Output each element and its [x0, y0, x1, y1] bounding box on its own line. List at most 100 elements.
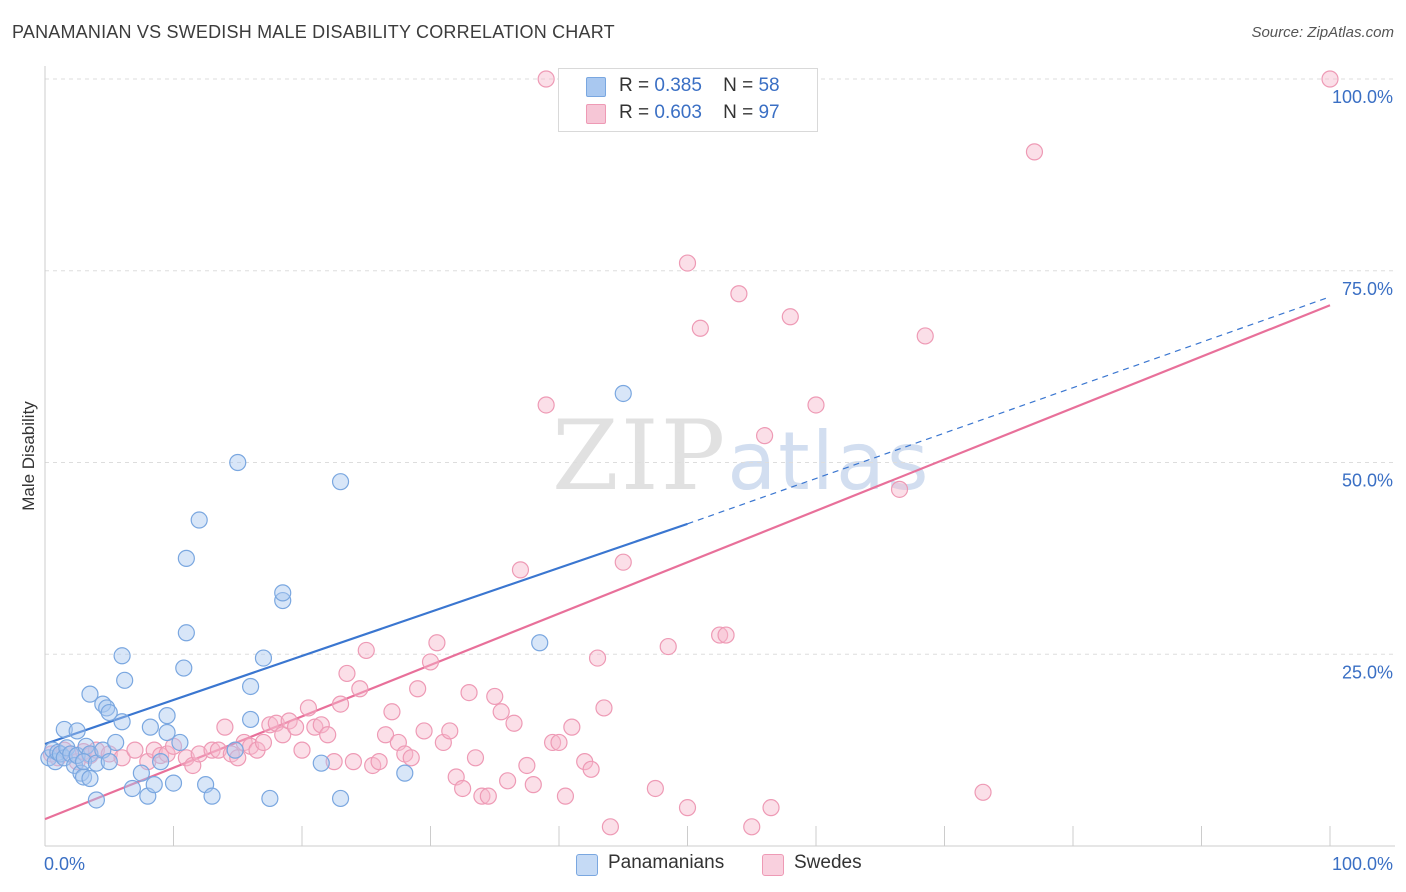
legend-r-label: R = [619, 102, 650, 123]
point-swede [338, 664, 356, 683]
point-swede [678, 254, 697, 272]
point-panamanian [68, 722, 86, 740]
point-panamanian [175, 659, 193, 677]
point-swede [659, 637, 677, 656]
point-panamanian [100, 703, 118, 722]
point-panamanian [242, 710, 260, 729]
trend-line-panamanians [44, 522, 688, 746]
point-swede [550, 733, 568, 752]
legend-swatch-pink [762, 854, 784, 876]
point-panamanian [614, 384, 632, 403]
point-panamanian [123, 779, 141, 798]
point-swede [331, 695, 350, 713]
x-tick-label: 100.0% [1332, 854, 1393, 874]
point-swede [325, 753, 343, 771]
legend-swatch-pink [586, 104, 606, 124]
point-panamanian [177, 624, 195, 642]
point-swede [974, 783, 992, 801]
point-panamanian [68, 746, 86, 765]
point-swede [319, 726, 337, 744]
point-swede [344, 753, 362, 771]
legend-n-value: 58 [758, 75, 780, 96]
point-swede [717, 626, 735, 644]
y-tick-label: 75.0% [1342, 279, 1393, 299]
point-swede [1025, 143, 1044, 161]
point-swede [312, 716, 330, 734]
point-panamanian [274, 584, 292, 602]
point-panamanian [171, 733, 189, 752]
point-swede [299, 699, 318, 717]
legend-r-value: 0.385 [654, 75, 702, 96]
trend-line-panamanians-extension [687, 296, 1331, 525]
point-swede [370, 753, 388, 771]
point-panamanian [261, 789, 279, 808]
point-panamanian [145, 776, 163, 794]
point-panamanian [55, 720, 73, 739]
x-tick-label: 0.0% [44, 854, 85, 874]
point-swede [203, 741, 221, 759]
point-swede [274, 726, 292, 744]
point-panamanian [100, 753, 118, 771]
point-swede [492, 703, 510, 721]
legend-n-label: N = [723, 75, 754, 96]
point-panamanian [74, 768, 93, 786]
point-swede [730, 285, 748, 303]
point-swede [1321, 70, 1339, 88]
trend-lines [44, 296, 1331, 821]
point-swede [113, 749, 131, 767]
point-swede [415, 722, 433, 740]
point-panamanian [331, 473, 350, 491]
point-swede [601, 818, 620, 836]
point-swede [280, 712, 298, 730]
point-swede [505, 714, 523, 732]
point-panamanian [107, 733, 125, 752]
point-swede [511, 561, 530, 579]
point-swede [524, 776, 542, 794]
point-swede [563, 718, 581, 736]
point-panamanian [203, 787, 221, 805]
point-panamanian [164, 774, 183, 792]
point-swede [293, 741, 311, 759]
point-swede [556, 787, 575, 805]
point-swede [543, 733, 562, 752]
point-panamanian [312, 754, 330, 772]
correlation-legend: R = 0.385 N = 58 R = 0.603 N = 97 [558, 68, 818, 132]
point-panamanian [74, 753, 93, 771]
data-points [40, 70, 1339, 836]
point-panamanian [113, 647, 131, 665]
point-panamanian [158, 723, 176, 742]
point-swede [890, 480, 909, 498]
point-swede [916, 327, 934, 345]
point-swede [499, 772, 517, 790]
grid-lines [45, 78, 1395, 655]
legend-r-label: R = [619, 75, 650, 96]
point-swede [454, 779, 472, 798]
point-swede [711, 626, 729, 644]
legend-n-value: 97 [758, 102, 780, 123]
point-swede [421, 653, 440, 671]
point-swede [357, 641, 375, 660]
point-swede [807, 396, 825, 414]
point-swede [351, 680, 369, 698]
point-swede [473, 787, 491, 805]
point-swede [190, 745, 208, 763]
point-swede [466, 749, 485, 767]
point-swede [441, 722, 459, 740]
y-axis-title: Male Disability [19, 401, 38, 511]
point-panamanian [190, 511, 208, 529]
point-panamanian [396, 764, 414, 782]
point-swede [152, 746, 170, 765]
point-swede [537, 396, 555, 414]
point-panamanian [177, 549, 195, 567]
point-swede [460, 683, 478, 702]
point-swede [755, 427, 774, 445]
point-panamanian [87, 791, 106, 809]
point-panamanian [331, 789, 350, 808]
point-panamanian [113, 713, 131, 731]
point-swede [216, 718, 234, 736]
point-panamanian [98, 699, 116, 717]
legend-label-panamanians: Panamanians [608, 852, 725, 873]
point-swede [254, 733, 273, 752]
point-panamanian [152, 753, 170, 771]
